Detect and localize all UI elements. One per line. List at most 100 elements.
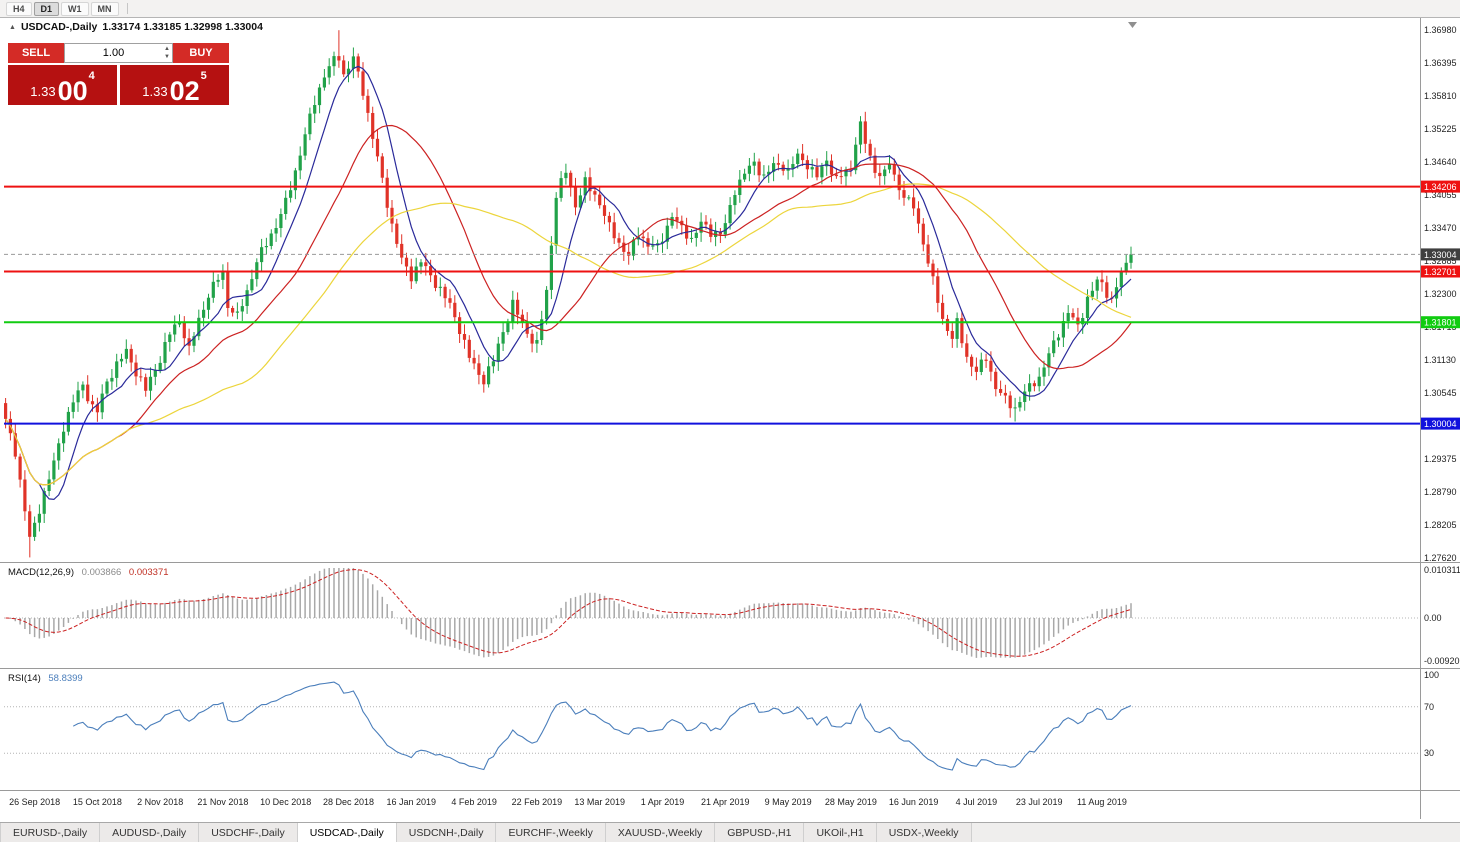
candle	[163, 342, 167, 363]
hline-price-label	[1421, 417, 1460, 430]
tab-usdcnh-daily[interactable]: USDCNH-,Daily	[396, 823, 497, 842]
timeframe-button-w1[interactable]: W1	[61, 1, 89, 16]
candle	[4, 403, 8, 419]
candle	[743, 173, 747, 180]
timeframe-button-h4[interactable]: H4	[6, 1, 32, 16]
macd-signal-line	[5, 569, 1132, 657]
sell-price-box[interactable]: 1.33 00 4	[8, 65, 117, 105]
candle	[433, 275, 438, 288]
candle	[356, 56, 360, 72]
candle	[1076, 317, 1080, 325]
date-label: 23 Jul 2019	[1016, 797, 1063, 807]
candle	[525, 321, 529, 334]
macd-value-signal: 0.003371	[128, 567, 169, 578]
timeframe-button-d1[interactable]: D1	[33, 1, 60, 16]
volume-box: ▲ ▼	[64, 43, 173, 63]
candle	[728, 205, 732, 224]
candle	[81, 384, 85, 391]
rsi-name: RSI(14)	[8, 673, 41, 684]
price-tick-label: 1.34640	[1424, 157, 1457, 167]
tab-usdcad-daily[interactable]: USDCAD-,Daily	[297, 823, 397, 842]
candle	[226, 271, 230, 308]
buy-price-base: 1.33	[142, 84, 168, 99]
candle	[76, 390, 80, 403]
tab-gbpusd-h1[interactable]: GBPUSD-,H1	[715, 823, 805, 842]
buy-button[interactable]: BUY	[173, 43, 229, 63]
chart-ohlc-quotes: 1.33174 1.33185 1.32998 1.33004	[102, 21, 263, 33]
candle	[1066, 313, 1070, 321]
candle	[1095, 279, 1099, 291]
candle	[573, 187, 578, 208]
candle	[858, 121, 863, 145]
candle	[670, 217, 674, 226]
tab-ukoil-h1[interactable]: UKOil-,H1	[804, 823, 877, 842]
candle	[762, 174, 766, 176]
price-tick-label: 1.33470	[1424, 223, 1457, 233]
candle	[1061, 321, 1065, 338]
candle	[260, 247, 264, 263]
hline-price-label-text: 1.31801	[1424, 318, 1457, 328]
candle	[385, 177, 389, 208]
price-tick-label: 1.32885	[1424, 256, 1457, 266]
candle	[593, 191, 597, 195]
candle	[375, 138, 380, 157]
candle	[129, 348, 133, 363]
candle	[1105, 282, 1109, 298]
candle	[627, 251, 631, 256]
candle	[829, 160, 834, 175]
buy-price-box[interactable]: 1.33 02 5	[120, 65, 229, 105]
candle	[467, 339, 471, 358]
candle	[1023, 391, 1027, 402]
candle	[346, 68, 351, 75]
candle	[796, 153, 800, 164]
tab-usdx-weekly[interactable]: USDX-,Weekly	[876, 823, 972, 842]
timeframe-toolbar: H4 D1 W1 MN	[0, 0, 1460, 18]
timeframe-button-mn[interactable]: MN	[90, 1, 119, 16]
price-tick-label: 1.36395	[1424, 58, 1457, 68]
trade-controls-row: SELL ▲ ▼ BUY	[8, 43, 229, 63]
candle	[458, 317, 462, 334]
candle	[124, 348, 128, 359]
tab-audusd-daily[interactable]: AUDUSD-,Daily	[100, 823, 200, 842]
candle	[313, 105, 317, 114]
candle	[815, 167, 819, 178]
candle	[62, 431, 66, 444]
collapse-arrow-icon[interactable]: ▲	[9, 23, 16, 31]
candle	[530, 333, 534, 344]
sell-button[interactable]: SELL	[8, 43, 64, 63]
candle	[733, 195, 737, 206]
candle	[834, 174, 838, 177]
candle	[974, 366, 978, 372]
macd-value-main: 0.003866	[81, 567, 122, 578]
candle	[144, 377, 148, 391]
tab-usdchf-daily[interactable]: USDCHF-,Daily	[199, 823, 298, 842]
candle	[965, 343, 969, 357]
price-tick-label: 1.28790	[1424, 487, 1457, 497]
ma-fast-blue	[5, 65, 1132, 501]
candle	[289, 190, 293, 198]
candle	[902, 190, 906, 198]
candle	[786, 168, 790, 171]
price-tick-label: 1.27620	[1424, 553, 1457, 563]
volume-down-arrow[interactable]: ▼	[164, 54, 170, 60]
candle	[202, 309, 206, 318]
date-label: 15 Oct 2018	[73, 797, 122, 807]
tab-eurusd-daily[interactable]: EURUSD-,Daily	[0, 823, 101, 842]
candle	[868, 143, 872, 156]
candle	[284, 197, 288, 214]
candle	[554, 197, 558, 246]
candle	[1013, 407, 1017, 409]
candle	[1081, 318, 1085, 325]
candle	[839, 176, 843, 178]
candle	[395, 223, 399, 244]
volume-input[interactable]	[65, 47, 172, 59]
chart-shift-marker[interactable]	[1128, 22, 1137, 28]
candle	[1008, 395, 1012, 409]
candle	[404, 257, 409, 267]
volume-up-arrow[interactable]: ▲	[164, 46, 170, 52]
tab-xauusd-weekly[interactable]: XAUUSD-,Weekly	[605, 823, 716, 842]
chart-canvas[interactable]: 1.36980 1.36395 1.35810 1.35225 1.34640 1.340…	[0, 0, 1460, 822]
tab-eurchf-weekly[interactable]: EURCHF-,Weekly	[496, 823, 606, 842]
date-label: 9 May 2019	[765, 797, 812, 807]
candle	[665, 225, 669, 242]
